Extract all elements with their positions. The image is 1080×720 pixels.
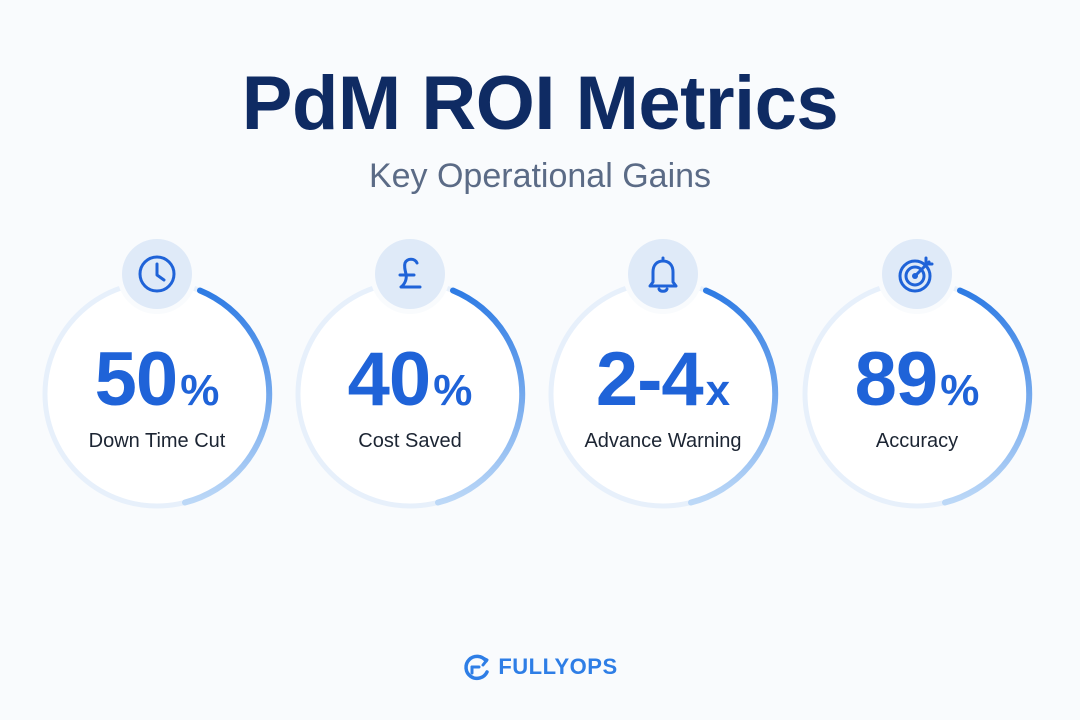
metric-number: 50: [94, 337, 179, 422]
metric-card-cost: 40% Cost Saved: [295, 239, 526, 509]
progress-ring: [802, 279, 1033, 509]
target-icon-badge: [882, 239, 952, 309]
metric-card-warning: 2-4x Advance Warning: [548, 239, 779, 509]
metric-card-accuracy: 89% Accuracy: [802, 239, 1033, 509]
pound-sign-icon: [398, 257, 422, 289]
metric-value: 40%: [295, 341, 525, 440]
metric-number: 40: [347, 337, 432, 422]
clock-icon-badge: [122, 239, 192, 309]
metric-number: 2-4: [595, 337, 704, 422]
metric-value: 89%: [802, 341, 1032, 440]
metric-value: 2-4x: [548, 341, 778, 440]
pound-sign-icon-badge: [375, 239, 445, 309]
fullyops-logo-icon: [464, 654, 490, 681]
clock-icon: [138, 255, 176, 293]
page-subtitle: Key Operational Gains: [368, 157, 712, 195]
page-title: PdM ROI Metrics: [241, 61, 839, 146]
metric-unit: %: [940, 366, 980, 415]
metric-unit: %: [180, 366, 220, 415]
metric-label: Advance Warning: [584, 430, 742, 452]
metric-unit: %: [433, 366, 473, 415]
metric-label: Accuracy: [875, 430, 959, 452]
bell-icon: [648, 256, 678, 293]
brand-name: FULLYOPS: [498, 654, 618, 679]
progress-ring: [548, 279, 779, 509]
footer-brand: FULLYOPS: [0, 652, 1080, 682]
metric-unit: x: [705, 366, 731, 415]
metric-number: 89: [854, 337, 939, 422]
target-icon: [898, 256, 934, 293]
bell-icon-badge: [628, 239, 698, 309]
metric-card-downtime: 50% Down Time Cut: [42, 239, 273, 509]
metric-label: Down Time Cut: [88, 430, 226, 452]
metric-label: Cost Saved: [358, 430, 462, 452]
metric-value: 50%: [42, 341, 272, 440]
